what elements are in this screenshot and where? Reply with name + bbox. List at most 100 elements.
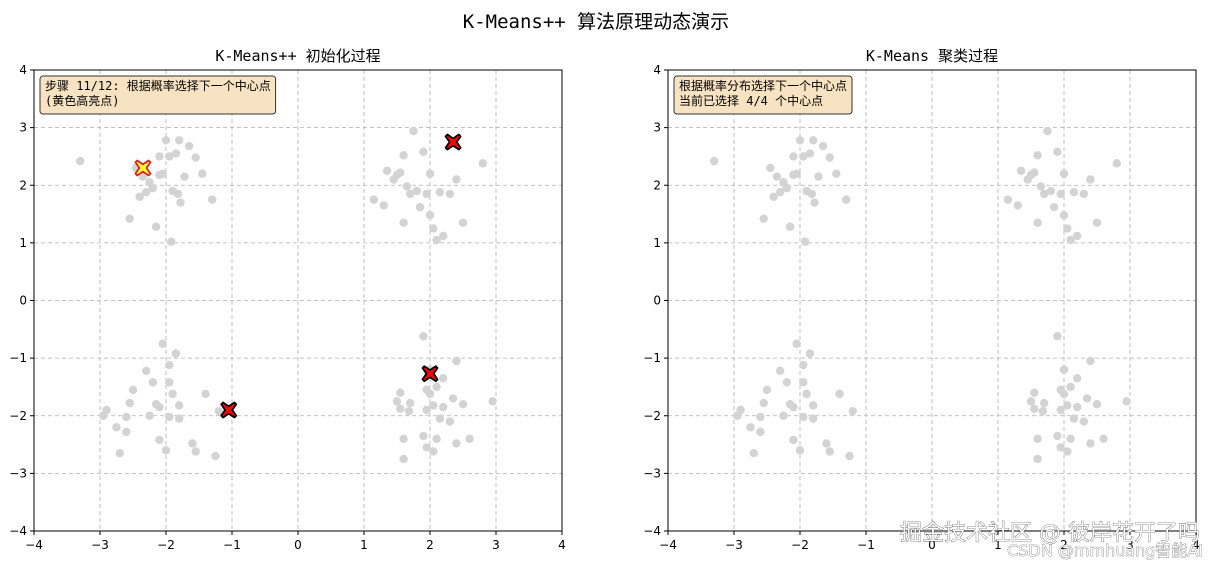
data-point bbox=[756, 427, 765, 437]
data-point bbox=[432, 382, 441, 392]
panel-title: K-Means++ 初始化过程 bbox=[215, 47, 380, 65]
data-point bbox=[1059, 211, 1069, 220]
data-point bbox=[165, 152, 174, 161]
data-point bbox=[165, 412, 174, 422]
data-point bbox=[769, 192, 778, 201]
data-point bbox=[432, 235, 441, 245]
data-point bbox=[173, 189, 183, 199]
x-tick-label: −3 bbox=[725, 538, 743, 552]
data-point bbox=[825, 447, 834, 456]
data-point bbox=[122, 427, 131, 437]
data-point bbox=[1030, 404, 1039, 414]
data-point bbox=[789, 152, 798, 161]
data-point bbox=[1059, 365, 1069, 374]
data-point bbox=[1099, 434, 1108, 443]
data-point bbox=[1063, 224, 1072, 233]
data-point bbox=[795, 446, 805, 455]
y-tick-label: 1 bbox=[19, 236, 27, 250]
data-point bbox=[458, 218, 468, 227]
data-point bbox=[389, 175, 398, 184]
data-point bbox=[1073, 231, 1082, 241]
x-tick-label: 3 bbox=[1126, 538, 1134, 552]
data-point bbox=[138, 172, 148, 181]
data-point bbox=[176, 198, 185, 207]
data-point bbox=[432, 434, 441, 443]
y-tick-label: 1 bbox=[653, 236, 661, 250]
data-point bbox=[145, 411, 154, 420]
data-point bbox=[396, 404, 405, 414]
data-point bbox=[1016, 166, 1026, 176]
data-point bbox=[115, 449, 125, 458]
center-marker bbox=[421, 365, 439, 383]
data-point bbox=[809, 414, 818, 423]
data-point bbox=[1023, 175, 1032, 184]
data-point bbox=[1033, 218, 1042, 227]
data-point bbox=[445, 417, 454, 426]
data-point bbox=[772, 172, 782, 181]
data-point bbox=[184, 141, 194, 151]
annotation-text: 当前已选择 4/4 个中心点 bbox=[679, 93, 823, 108]
data-point bbox=[805, 149, 815, 158]
data-point bbox=[488, 397, 497, 406]
data-point bbox=[415, 202, 425, 212]
data-point bbox=[1086, 356, 1095, 366]
data-point bbox=[399, 434, 408, 443]
data-point bbox=[789, 170, 798, 180]
data-point bbox=[1112, 159, 1122, 168]
data-point bbox=[402, 182, 412, 191]
data-point bbox=[759, 214, 768, 223]
data-point bbox=[1069, 414, 1079, 423]
data-point bbox=[835, 389, 844, 399]
data-point bbox=[171, 149, 181, 158]
highlighted-center-marker bbox=[134, 159, 152, 177]
data-point bbox=[188, 439, 197, 448]
data-point bbox=[175, 414, 184, 423]
x-tick-label: 4 bbox=[558, 538, 566, 552]
data-point bbox=[167, 237, 176, 246]
data-point bbox=[1079, 417, 1089, 426]
data-point bbox=[214, 406, 223, 416]
data-point bbox=[429, 401, 438, 410]
data-point bbox=[799, 412, 808, 422]
data-point bbox=[148, 183, 157, 193]
data-point bbox=[746, 423, 755, 432]
data-point bbox=[161, 136, 171, 145]
data-point bbox=[1033, 151, 1042, 160]
data-point bbox=[168, 389, 177, 399]
data-point bbox=[191, 447, 200, 456]
data-point bbox=[445, 189, 454, 199]
data-point bbox=[175, 401, 184, 410]
y-tick-label: −1 bbox=[643, 351, 661, 365]
data-point bbox=[842, 195, 851, 204]
data-point bbox=[710, 156, 719, 166]
data-point bbox=[1038, 406, 1048, 416]
data-point bbox=[799, 152, 808, 161]
data-point bbox=[1033, 454, 1042, 464]
data-point bbox=[379, 201, 388, 210]
data-point bbox=[818, 141, 828, 151]
data-point bbox=[404, 406, 414, 416]
center-marker bbox=[220, 401, 238, 419]
data-point bbox=[785, 400, 795, 409]
data-point bbox=[776, 187, 785, 197]
data-point bbox=[749, 449, 758, 458]
data-point bbox=[419, 431, 428, 441]
data-point bbox=[1040, 189, 1049, 199]
data-point bbox=[822, 439, 831, 448]
data-point bbox=[165, 378, 174, 387]
data-point bbox=[766, 163, 775, 173]
panel-title: K-Means 聚类过程 bbox=[866, 47, 998, 65]
data-point bbox=[759, 398, 768, 408]
data-point bbox=[425, 389, 435, 399]
data-point bbox=[1092, 400, 1102, 409]
data-point bbox=[112, 423, 121, 432]
data-point bbox=[1056, 189, 1065, 199]
y-tick-label: 0 bbox=[653, 294, 661, 308]
data-point bbox=[175, 136, 184, 145]
y-tick-label: 4 bbox=[653, 63, 661, 77]
y-tick-label: 3 bbox=[19, 121, 27, 135]
data-point bbox=[155, 435, 164, 445]
data-point bbox=[448, 394, 458, 403]
data-point bbox=[76, 156, 85, 166]
